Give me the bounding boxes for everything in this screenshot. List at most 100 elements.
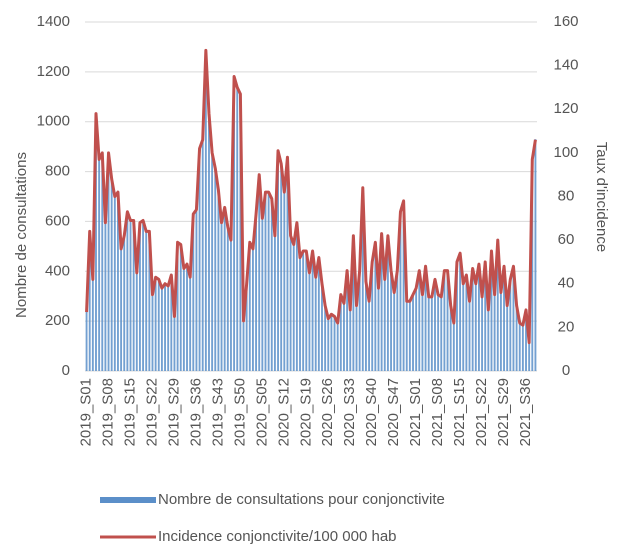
bar [440,296,443,371]
bar [299,256,301,371]
bar [386,236,389,371]
bar [355,306,358,371]
bar [88,231,91,371]
y-tick-label: 0 [62,362,70,379]
bar [251,248,254,371]
x-tick-label: 2021_S22 [473,378,490,446]
bar [186,263,188,371]
bar [515,306,518,371]
bar [167,286,170,371]
y-tick-label: 800 [45,163,70,180]
bar [408,301,411,371]
bar [399,211,402,371]
bar [443,271,446,371]
bar [509,278,512,371]
bar [430,296,433,371]
bar [126,211,129,371]
bar [352,236,355,371]
bar [195,208,198,371]
y-tick-label: 1400 [37,13,70,30]
bar [427,296,430,371]
bar [292,243,295,371]
bar [333,316,336,371]
bar [377,288,380,371]
bar [173,316,176,371]
bar [113,196,116,371]
bar [110,179,113,371]
bar [371,261,374,371]
bar [145,231,148,371]
bar [311,251,314,371]
bar [339,293,342,371]
bar [226,226,229,371]
bar [412,293,414,371]
bar [242,321,245,371]
bar [280,164,283,371]
bar [211,151,214,371]
bar [499,291,502,371]
bar [518,323,521,371]
y2-tick-label: 20 [558,318,575,335]
bar [349,308,352,371]
bar [302,251,305,371]
bar [151,293,154,371]
bar [459,253,462,371]
bar [471,268,474,371]
bar [490,251,493,371]
bar [248,241,251,371]
y2-tick-label: 160 [553,13,578,30]
bar [267,191,270,371]
bar [330,313,333,371]
bar [135,273,138,371]
bar [138,221,141,371]
y-tick-label: 200 [45,312,70,329]
bar [336,323,339,371]
bar [484,261,487,371]
bar [223,206,226,371]
bar [528,343,531,371]
legend-swatch [100,497,156,503]
bar [402,201,405,371]
y2-tick-label: 80 [558,187,575,204]
bar [343,303,345,371]
bar [258,174,261,371]
bar [305,251,308,371]
bar [396,271,399,371]
y-tick-label: 400 [45,262,70,279]
bar [154,276,157,371]
bar [446,271,449,371]
x-tick-label: 2019_S50 [231,378,248,446]
x-tick-label: 2021_S08 [429,378,446,446]
bar [98,159,101,371]
x-tick-label: 2019_S22 [143,378,160,446]
bar [198,149,201,371]
bar [327,318,330,371]
bar [117,191,119,371]
bar [295,221,298,371]
bar [132,221,135,371]
bar [468,301,471,371]
bar [129,221,132,371]
x-tick-label: 2021_S15 [451,378,468,446]
bar [415,288,418,371]
x-tick-label: 2019_S08 [100,378,117,446]
x-tick-label: 2021_S36 [517,378,534,446]
line [85,48,537,345]
x-tick-label: 2019_S01 [78,378,95,446]
bar [512,266,515,371]
y-tick-label: 600 [45,212,70,229]
bar [346,271,349,371]
bar [324,306,327,371]
bar [421,293,424,371]
bar [314,276,317,371]
bar [255,213,258,371]
bar [503,266,505,371]
bar [474,283,477,371]
bar [434,278,436,371]
bar [233,76,236,371]
bar [208,114,210,371]
y2-tick-label: 120 [553,100,578,117]
bar [101,151,104,371]
bar [179,243,182,371]
